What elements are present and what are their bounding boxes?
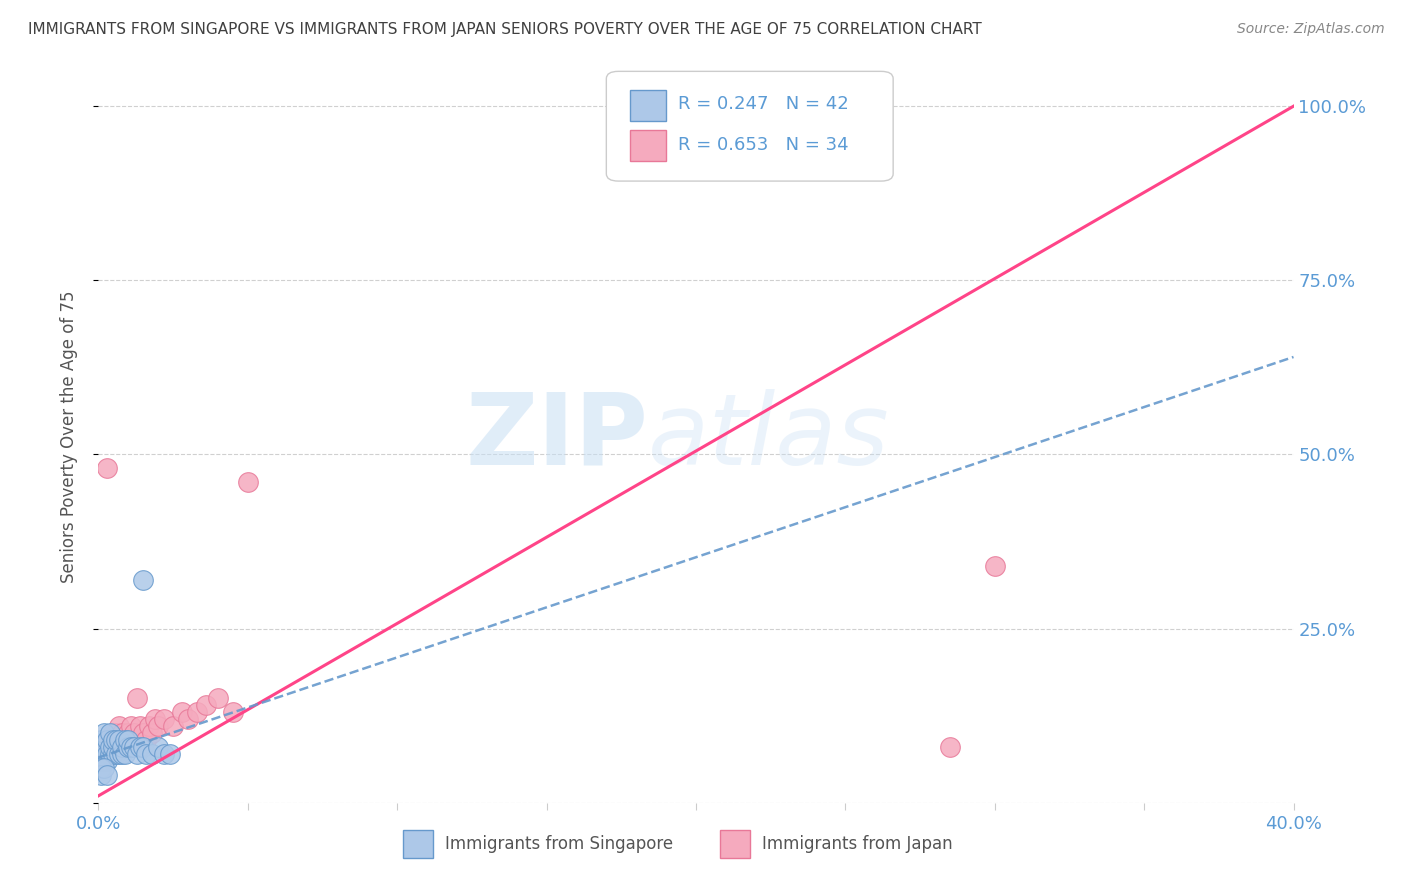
- Point: [114, 733, 136, 747]
- Point: [141, 726, 163, 740]
- Point: [141, 747, 163, 761]
- Point: [236, 475, 259, 490]
- Point: [186, 705, 208, 719]
- Point: [177, 712, 200, 726]
- Point: [984, 558, 1007, 573]
- Point: [127, 733, 149, 747]
- Point: [117, 726, 139, 740]
- Point: [114, 747, 136, 761]
- Point: [96, 733, 118, 747]
- Point: [117, 733, 139, 747]
- Point: [105, 733, 128, 747]
- Point: [98, 747, 122, 761]
- Text: Immigrants from Singapore: Immigrants from Singapore: [446, 835, 673, 853]
- Point: [93, 740, 115, 755]
- Point: [90, 747, 112, 761]
- Point: [939, 740, 962, 755]
- Point: [127, 691, 149, 706]
- Point: [120, 740, 142, 755]
- Text: R = 0.247   N = 42: R = 0.247 N = 42: [678, 95, 849, 113]
- Point: [96, 754, 118, 768]
- Point: [111, 740, 134, 755]
- Point: [93, 740, 115, 755]
- Point: [162, 719, 184, 733]
- Text: IMMIGRANTS FROM SINGAPORE VS IMMIGRANTS FROM JAPAN SENIORS POVERTY OVER THE AGE : IMMIGRANTS FROM SINGAPORE VS IMMIGRANTS …: [28, 22, 981, 37]
- Point: [108, 733, 131, 747]
- Point: [172, 705, 194, 719]
- Point: [117, 740, 139, 755]
- Bar: [630, 130, 666, 161]
- Point: [120, 719, 142, 733]
- Point: [103, 733, 125, 747]
- Point: [96, 768, 118, 782]
- Point: [111, 747, 134, 761]
- Point: [105, 747, 128, 761]
- Point: [124, 726, 146, 740]
- Point: [98, 733, 122, 747]
- Point: [98, 726, 122, 740]
- Point: [132, 573, 155, 587]
- Point: [93, 761, 115, 775]
- FancyBboxPatch shape: [606, 71, 893, 181]
- Point: [93, 754, 115, 768]
- Point: [103, 726, 125, 740]
- Text: Source: ZipAtlas.com: Source: ZipAtlas.com: [1237, 22, 1385, 37]
- Point: [132, 740, 155, 755]
- Point: [153, 712, 176, 726]
- Point: [143, 712, 166, 726]
- Point: [96, 461, 118, 475]
- Point: [90, 768, 112, 782]
- Point: [135, 747, 157, 761]
- Point: [111, 726, 134, 740]
- Point: [153, 747, 176, 761]
- Point: [127, 747, 149, 761]
- Point: [148, 719, 170, 733]
- Point: [114, 733, 136, 747]
- Point: [103, 747, 125, 761]
- Point: [90, 754, 112, 768]
- Point: [159, 747, 181, 761]
- Point: [135, 733, 157, 747]
- Point: [148, 740, 170, 755]
- Point: [195, 698, 218, 713]
- Point: [105, 726, 128, 740]
- Point: [93, 726, 115, 740]
- Bar: [720, 830, 749, 858]
- Point: [129, 719, 152, 733]
- Point: [93, 747, 115, 761]
- Point: [124, 740, 146, 755]
- Point: [207, 691, 229, 706]
- Point: [129, 740, 152, 755]
- Point: [90, 740, 112, 755]
- Point: [98, 740, 122, 755]
- Y-axis label: Seniors Poverty Over the Age of 75: Seniors Poverty Over the Age of 75: [59, 291, 77, 583]
- Point: [138, 719, 160, 733]
- Point: [108, 733, 131, 747]
- Text: Immigrants from Japan: Immigrants from Japan: [762, 835, 952, 853]
- Text: atlas: atlas: [648, 389, 890, 485]
- Point: [96, 747, 118, 761]
- Text: R = 0.653   N = 34: R = 0.653 N = 34: [678, 136, 849, 153]
- Point: [96, 733, 118, 747]
- Text: ZIP: ZIP: [465, 389, 648, 485]
- Point: [132, 726, 155, 740]
- Bar: [404, 830, 433, 858]
- Point: [103, 740, 125, 755]
- Point: [108, 747, 131, 761]
- Point: [90, 761, 112, 775]
- Point: [103, 740, 125, 755]
- Point: [108, 719, 131, 733]
- Point: [222, 705, 245, 719]
- Bar: [630, 90, 666, 121]
- Point: [90, 733, 112, 747]
